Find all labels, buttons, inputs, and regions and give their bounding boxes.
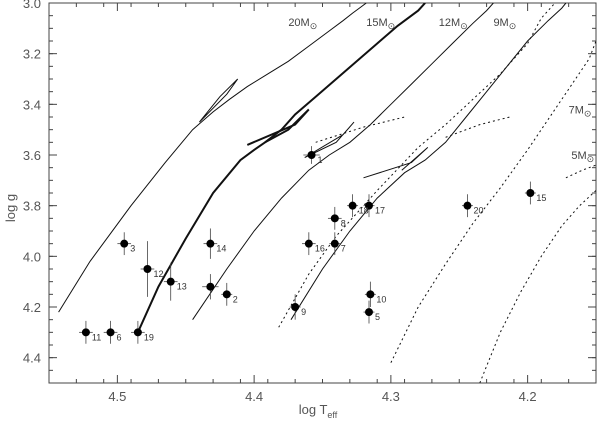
data-point-label: 9 <box>301 307 306 317</box>
data-point-label: 13 <box>177 282 187 292</box>
track-hook <box>363 147 429 179</box>
data-point <box>120 239 129 248</box>
axis-ticks: 4.5 4.4 4.3 4.2 3.0 3.2 3.4 3.6 3.8 4.0 4.2 4.4 <box>23 0 597 404</box>
data-point-label: 18 <box>359 206 369 216</box>
data-point <box>222 290 231 299</box>
data-point-label: 11 <box>92 332 101 342</box>
data-point <box>166 277 175 286</box>
track-hook <box>565 164 596 179</box>
track-line <box>136 3 426 333</box>
data-point-label: 8 <box>341 218 346 228</box>
data-point <box>206 282 215 291</box>
x-axis-label: log Teff <box>299 402 338 420</box>
track-line <box>58 3 367 313</box>
data-point <box>330 214 339 223</box>
data-point-label: 12 <box>153 269 163 279</box>
x-axis-label-sub: eff <box>327 410 337 420</box>
data-point-label: 3 <box>130 244 135 254</box>
track-mass-label: 7M⊙ <box>569 104 592 118</box>
track-mass-label: 20M⊙ <box>288 17 317 31</box>
track-hook <box>304 121 355 158</box>
data-point-label: 14 <box>216 244 226 254</box>
data-point <box>133 328 142 337</box>
track-line <box>390 40 596 363</box>
track-hook <box>199 78 239 123</box>
y-tick-label: 3.2 <box>23 47 41 62</box>
data-point-label: 20 <box>473 206 483 216</box>
data-point <box>364 201 373 210</box>
y-tick-label: 4.0 <box>23 249 41 264</box>
y-tick-label: 3.6 <box>23 148 41 163</box>
data-point <box>81 328 90 337</box>
data-point <box>307 151 316 159</box>
x-axis-label-main: log T <box>299 402 328 417</box>
x-tick-label: 4.2 <box>519 389 537 404</box>
data-point-label: 7 <box>341 244 346 254</box>
data-point <box>366 290 375 299</box>
data-point-label: 6 <box>117 332 122 342</box>
x-tick-label: 4.3 <box>382 389 400 404</box>
data-point <box>463 201 472 210</box>
track-mass-label: 12M⊙ <box>439 17 468 31</box>
data-point-label: 15 <box>536 193 546 203</box>
evolutionary-tracks: 20M⊙ 15M⊙ 12M⊙ 9M⊙ 7M⊙ 5M⊙ <box>58 3 596 383</box>
plot-frame <box>48 2 597 384</box>
x-tick-label: 4.5 <box>108 389 126 404</box>
y-tick-label: 3.0 <box>23 0 41 11</box>
track-line <box>479 190 596 383</box>
data-point-label: 5 <box>375 312 380 322</box>
data-point <box>364 308 373 317</box>
data-point <box>143 265 152 273</box>
data-point-label: 2 <box>233 294 238 304</box>
data-point <box>291 303 300 311</box>
y-tick-label: 4.2 <box>23 300 41 315</box>
track-line <box>290 3 567 320</box>
x-tick-label: 4.4 <box>245 389 263 404</box>
y-tick-label: 3.4 <box>23 97 41 112</box>
data-point <box>106 328 115 337</box>
y-axis-label: log g <box>3 194 18 222</box>
y-tick-label: 4.4 <box>23 351 41 366</box>
data-point-label: 17 <box>375 206 385 216</box>
data-point-label: 1 <box>318 155 323 165</box>
data-point <box>304 239 313 248</box>
data-point <box>330 239 339 248</box>
track-hook <box>445 116 510 138</box>
track-mass-label: 9M⊙ <box>493 17 516 31</box>
data-point-label: 19 <box>144 332 154 342</box>
track-line <box>192 3 494 320</box>
data-point <box>206 239 215 248</box>
y-tick-label: 3.8 <box>23 199 41 214</box>
data-point-label: 10 <box>376 294 386 304</box>
data-point <box>348 201 357 210</box>
track-mass-label: 15M⊙ <box>366 17 395 31</box>
track-hook <box>246 108 310 146</box>
track-hook <box>315 116 405 143</box>
track-mass-label: 5M⊙ <box>571 150 594 164</box>
data-point-label: 16 <box>315 244 325 254</box>
data-point <box>526 189 535 197</box>
